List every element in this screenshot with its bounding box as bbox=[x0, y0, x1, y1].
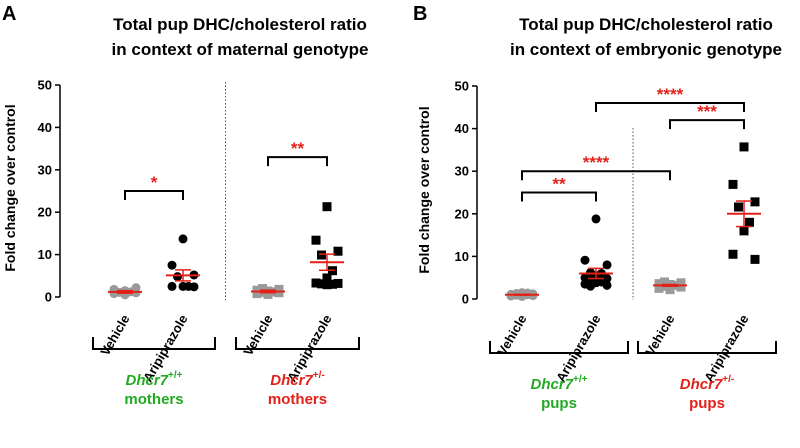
group-genotype-label: Dhcr7+/+ bbox=[126, 370, 183, 389]
category-label: Vehicle bbox=[642, 312, 677, 358]
significance-bracket bbox=[521, 191, 597, 202]
data-point bbox=[654, 279, 664, 289]
data-point bbox=[750, 197, 760, 207]
y-axis-label: Fold change over control bbox=[2, 104, 18, 271]
data-point bbox=[676, 278, 686, 288]
data-point bbox=[178, 281, 188, 291]
data-point bbox=[728, 249, 738, 259]
data-point bbox=[580, 255, 590, 265]
group-name-label: pups bbox=[541, 395, 577, 412]
panel-letter: B bbox=[413, 3, 427, 25]
category-label: Vehicle bbox=[240, 312, 275, 358]
group-bracket bbox=[235, 337, 360, 350]
data-point bbox=[739, 142, 749, 152]
y-tick-label: 30 bbox=[38, 162, 52, 177]
group-name-label: mothers bbox=[124, 391, 183, 408]
data-point bbox=[173, 272, 182, 282]
significance-bracket bbox=[267, 156, 328, 167]
group-bracket bbox=[489, 341, 629, 354]
data-point bbox=[665, 285, 675, 295]
category-label: Vehicle bbox=[494, 312, 529, 358]
data-point bbox=[586, 281, 595, 291]
y-tick-label: 50 bbox=[38, 78, 52, 93]
data-point bbox=[311, 278, 321, 288]
data-point bbox=[602, 280, 612, 290]
significance-label: ** bbox=[552, 175, 566, 194]
data-point bbox=[591, 214, 601, 224]
data-point bbox=[739, 226, 749, 236]
data-point bbox=[317, 279, 326, 289]
data-point bbox=[167, 260, 177, 270]
group-genotype-label: Dhcr7+/- bbox=[270, 370, 324, 389]
y-axis-label: Fold change over control bbox=[416, 106, 432, 273]
data-point bbox=[750, 254, 760, 264]
y-tick-label: 0 bbox=[462, 292, 469, 307]
data-point bbox=[654, 283, 664, 293]
group-genotype-label: Dhcr7+/+ bbox=[531, 374, 588, 393]
significance-label: * bbox=[151, 173, 158, 192]
panel-b: B Total pup DHC/cholesterol ratio in con… bbox=[413, 3, 782, 412]
group-bracket bbox=[92, 337, 216, 350]
group-name-label: mothers bbox=[268, 391, 327, 408]
y-tick-label: 40 bbox=[38, 120, 52, 135]
category-label: Vehicle bbox=[97, 312, 132, 358]
group-name-label: pups bbox=[689, 395, 725, 412]
panel-letter: A bbox=[2, 3, 16, 25]
data-point bbox=[328, 279, 337, 289]
data-point bbox=[258, 284, 267, 294]
chart-title-line1: Total pup DHC/cholesterol ratio bbox=[113, 15, 367, 34]
chart-title-line2: in context of maternal genotype bbox=[112, 40, 369, 59]
significance-label: **** bbox=[657, 85, 684, 104]
data-point bbox=[602, 260, 612, 270]
significance-label: ** bbox=[291, 139, 305, 158]
significance-bracket bbox=[124, 190, 184, 200]
data-point bbox=[322, 202, 332, 212]
group-bracket bbox=[637, 341, 777, 354]
data-point bbox=[189, 282, 199, 292]
y-tick-label: 30 bbox=[455, 164, 469, 179]
y-tick-label: 20 bbox=[38, 205, 52, 220]
data-point bbox=[311, 235, 321, 245]
data-point bbox=[131, 283, 141, 293]
y-tick-label: 10 bbox=[455, 249, 469, 264]
data-point bbox=[178, 234, 188, 244]
data-point bbox=[728, 179, 738, 189]
data-point bbox=[274, 284, 284, 294]
data-point bbox=[745, 217, 754, 227]
y-tick-label: 20 bbox=[455, 206, 469, 221]
data-point bbox=[734, 202, 743, 212]
data-point bbox=[317, 250, 326, 260]
data-point bbox=[660, 277, 669, 287]
chart-title-line2: in context of embryonic genotype bbox=[510, 40, 782, 59]
significance-bracket bbox=[595, 102, 745, 113]
significance-label: **** bbox=[583, 153, 610, 172]
significance-bracket bbox=[521, 170, 671, 181]
data-point bbox=[322, 280, 332, 290]
significance-label: *** bbox=[697, 102, 717, 121]
data-point bbox=[167, 281, 177, 291]
y-tick-label: 40 bbox=[455, 121, 469, 136]
significance-bracket bbox=[669, 119, 745, 130]
data-point bbox=[333, 278, 343, 288]
data-point bbox=[333, 246, 343, 256]
y-tick-label: 50 bbox=[455, 79, 469, 94]
y-tick-label: 0 bbox=[45, 290, 52, 305]
data-point bbox=[252, 285, 262, 295]
chart-title-line1: Total pup DHC/cholesterol ratio bbox=[519, 15, 773, 34]
panel-a: A Total pup DHC/cholesterol ratio in con… bbox=[2, 3, 368, 408]
data-point bbox=[322, 273, 332, 283]
group-genotype-label: Dhcr7+/- bbox=[680, 374, 734, 393]
y-tick-label: 10 bbox=[38, 247, 52, 262]
